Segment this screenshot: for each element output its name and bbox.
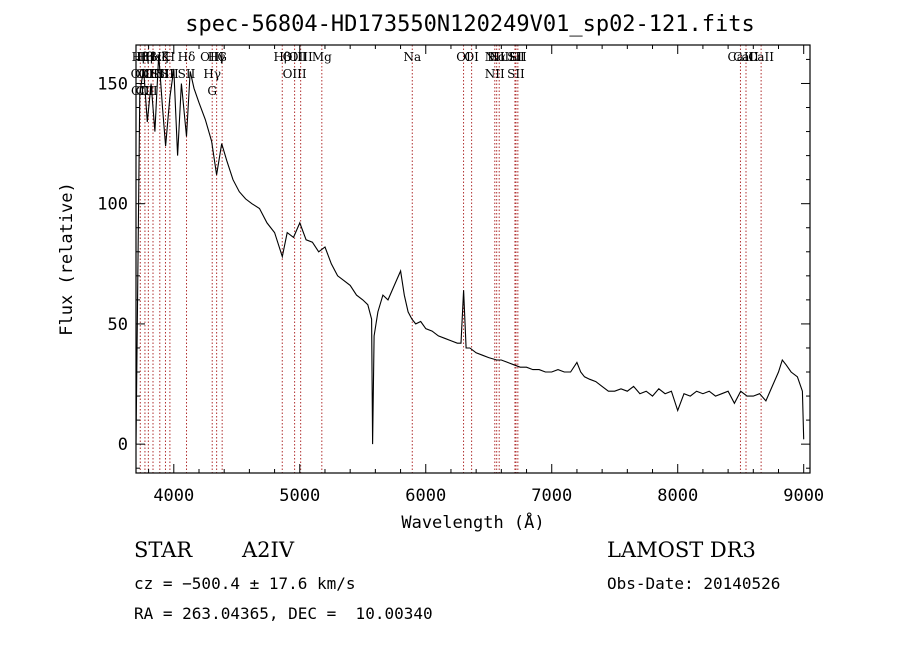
line-label: CaII [733,50,759,64]
line-label: OIII [283,50,307,64]
line-label: SII [507,50,525,64]
line-label: NII [485,67,505,81]
line-label: OII [135,67,155,81]
x-tick-label: 9000 [783,486,824,506]
line-markers [139,45,762,473]
line-label: CII [139,84,158,98]
line-label: OIII [283,67,307,81]
object-class: STAR [134,538,193,562]
line-label: OI [464,50,479,64]
line-label: SII [507,67,525,81]
line-label: Hγ [208,50,226,64]
object-subclass: A2IV [242,538,294,562]
line-label: SII [178,67,196,81]
line-label: Hδ [178,50,196,64]
chart-title: spec-56804-HD173550N120249V01_sp02-121.f… [185,12,755,37]
line-labels: HβOIICIIHβOIICIIHβOIICIIHεOIIHζSIIKSIIHS… [131,50,775,98]
y-tick-label: 100 [97,195,128,215]
x-tick-label: 4000 [153,486,194,506]
line-label: SII [509,50,527,64]
line-label: G [217,50,227,64]
line-label: CaII [748,50,774,64]
line-label: NII [489,50,509,64]
line-label: SII [157,67,175,81]
y-tick-label: 0 [118,435,128,455]
y-tick-label: 50 [108,315,128,335]
line-label: OIII [289,50,313,64]
line-label: CaII [728,50,754,64]
line-label: Hβ [140,50,157,64]
line-label: Li [509,50,521,64]
x-axis-ticks: 4000 5000 6000 7000 8000 9000 [148,45,824,506]
line-label: Na [403,50,421,64]
line-label: NII [485,50,505,64]
spectrum-line [135,54,805,445]
redshift-readout: cz = −500.4 ± 17.6 km/s [134,574,356,593]
line-label: H [165,50,175,64]
line-label: SII [161,67,179,81]
x-tick-label: 7000 [531,486,572,506]
y-tick-label: 150 [97,74,128,94]
plot-frame [135,44,811,474]
line-label: OI [456,50,471,64]
y-axis-label: Flux (relative) [57,182,77,336]
line-label: OIII [200,50,224,64]
line-label: Hα [487,50,506,64]
line-label: G [207,84,217,98]
line-label: Hβ [274,50,291,64]
observation-date: Obs-Date: 20140526 [607,574,781,593]
x-tick-label: 5000 [279,486,320,506]
line-label: Hζ [151,50,168,64]
survey-name: LAMOST DR3 [607,538,756,562]
line-label: Mg [312,50,332,64]
y-axis-ticks: 0 50 100 150 [97,58,810,469]
x-tick-label: 6000 [405,486,446,506]
line-label: Hβ [136,50,153,64]
line-label: Hγ [203,67,221,81]
x-tick-label: 8000 [657,486,698,506]
line-label: K [161,50,171,64]
x-axis-label: Wavelength (Å) [401,511,544,533]
coordinates-readout: RA = 263.04365, DEC = 10.00340 [134,604,433,623]
line-label: Hε [145,50,162,64]
